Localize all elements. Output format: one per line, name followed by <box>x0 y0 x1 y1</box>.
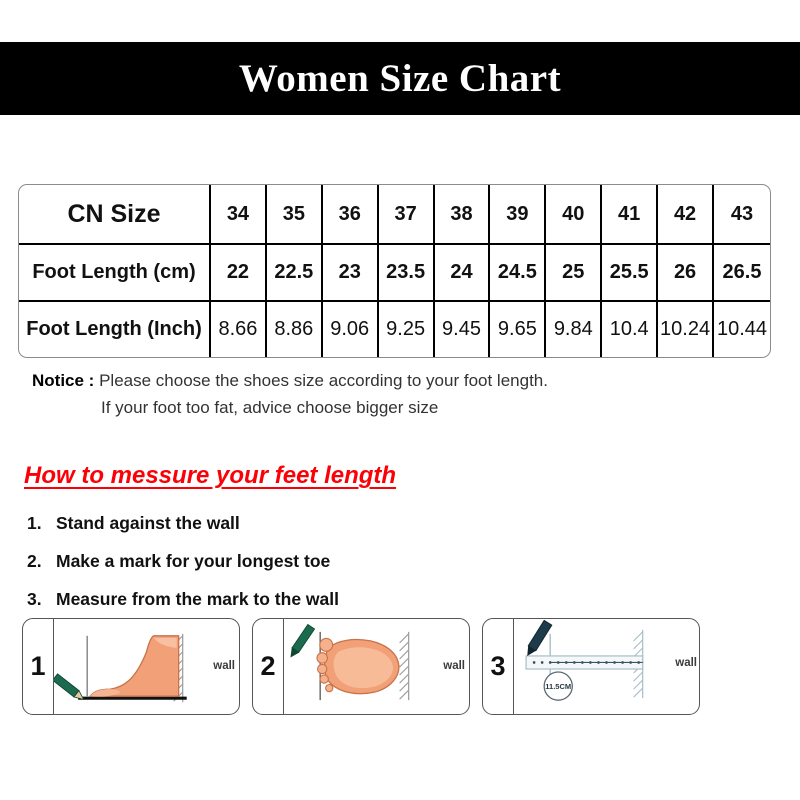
wall-label-1: wall <box>213 660 235 672</box>
cell-inch-5: 9.65 <box>490 302 547 357</box>
cell-cm-5: 24.5 <box>490 245 547 302</box>
cell-cn-size-8: 42 <box>658 185 715 245</box>
row-header-foot-length-cm: Foot Length (cm) <box>19 245 211 302</box>
cell-cn-size-4: 38 <box>434 185 491 245</box>
title-bar: Women Size Chart <box>0 42 800 115</box>
cell-cn-size-2: 36 <box>322 185 379 245</box>
cell-cm-7: 25.5 <box>602 245 659 302</box>
cell-cn-size-5: 39 <box>490 185 547 245</box>
step-text-2: Make a mark for your longest toe <box>56 551 331 571</box>
cell-cn-size-6: 40 <box>546 185 603 245</box>
notice-line-1: Notice : Please choose the shoes size ac… <box>32 367 548 394</box>
cell-cn-size-3: 37 <box>378 185 435 245</box>
step-number-2: 2. <box>27 551 42 571</box>
measurement-readout: 11.5CM <box>545 682 571 691</box>
illustration-panel-3: 3 <box>482 618 700 715</box>
cell-inch-9: 10.44 <box>716 318 768 340</box>
cell-cn-size-9: 43 <box>714 185 770 245</box>
step-number-1: 1. <box>27 513 42 533</box>
size-chart-table-container: CN Size 34 35 36 37 38 39 40 41 42 43 Fo… <box>18 184 771 358</box>
notice-label: Notice : <box>32 371 95 390</box>
cell-cm-1: 22.5 <box>266 245 323 302</box>
cell-inch-0: 8.66 <box>211 302 267 357</box>
cell-inch-7: 10.4 <box>602 302 659 357</box>
step-number-3: 3. <box>27 589 42 609</box>
row-header-cn-size: CN Size <box>19 185 211 245</box>
table-row-foot-length-inch: Foot Length (Inch) 8.66 8.86 9.06 9.25 9… <box>19 302 770 357</box>
list-item: 1. Stand against the wall <box>27 510 339 537</box>
cell-inch-6: 9.84 <box>546 302 603 357</box>
notice-line-2: If your foot too fat, advice choose bigg… <box>101 398 439 417</box>
page-title: Women Size Chart <box>238 57 562 100</box>
cell-inch-3: 9.25 <box>379 302 435 357</box>
step-text-3: Measure from the mark to the wall <box>56 589 339 609</box>
cell-cm-9: 26.5 <box>714 245 770 302</box>
cell-cm-0: 22 <box>211 245 267 302</box>
notice-block: Notice : Please choose the shoes size ac… <box>32 367 548 421</box>
foot-top-view-icon: wall <box>284 619 469 714</box>
cell-inch-2: 9.06 <box>323 302 379 357</box>
cell-inch-4: 9.45 <box>435 302 491 357</box>
ruler-measure-icon: 11.5CM wall <box>514 619 699 714</box>
cell-inch-1: 8.86 <box>267 302 323 357</box>
illustration-panels: 1 <box>22 618 778 715</box>
table-row-foot-length-cm: Foot Length (cm) 22 22.5 23 23.5 24 24.5… <box>19 245 770 302</box>
wall-label-3: wall <box>675 657 697 669</box>
cell-cn-size-0: 34 <box>211 185 267 245</box>
cell-cm-3: 23.5 <box>378 245 435 302</box>
notice-text-1: Please choose the shoes size according t… <box>99 371 548 390</box>
list-item: 2. Make a mark for your longest toe <box>27 548 339 575</box>
illustration-panel-2: 2 <box>252 618 470 715</box>
howto-steps-list: 1. Stand against the wall 2. Make a mark… <box>27 510 339 624</box>
panel-number-2: 2 <box>253 619 284 714</box>
cell-cm-6: 25 <box>546 245 603 302</box>
size-chart-table: CN Size 34 35 36 37 38 39 40 41 42 43 Fo… <box>18 184 771 358</box>
wall-label-2: wall <box>443 660 465 672</box>
illustration-panel-1: 1 <box>22 618 240 715</box>
cell-cm-8: 26 <box>658 245 715 302</box>
table-row-cn-size: CN Size 34 35 36 37 38 39 40 41 42 43 <box>19 185 770 245</box>
cell-inch-8: 10.24 <box>658 302 715 357</box>
step-text-1: Stand against the wall <box>56 513 240 533</box>
cell-cn-size-7: 41 <box>602 185 659 245</box>
panel-number-3: 3 <box>483 619 514 714</box>
list-item: 3. Measure from the mark to the wall <box>27 586 339 613</box>
cell-cm-4: 24 <box>434 245 491 302</box>
panel-number-1: 1 <box>23 619 54 714</box>
cell-cm-2: 23 <box>322 245 379 302</box>
row-header-foot-length-inch: Foot Length (Inch) <box>19 302 211 357</box>
cell-cn-size-1: 35 <box>266 185 323 245</box>
howto-heading: How to messure your feet length <box>24 462 397 489</box>
foot-side-view-icon: wall <box>54 619 239 714</box>
